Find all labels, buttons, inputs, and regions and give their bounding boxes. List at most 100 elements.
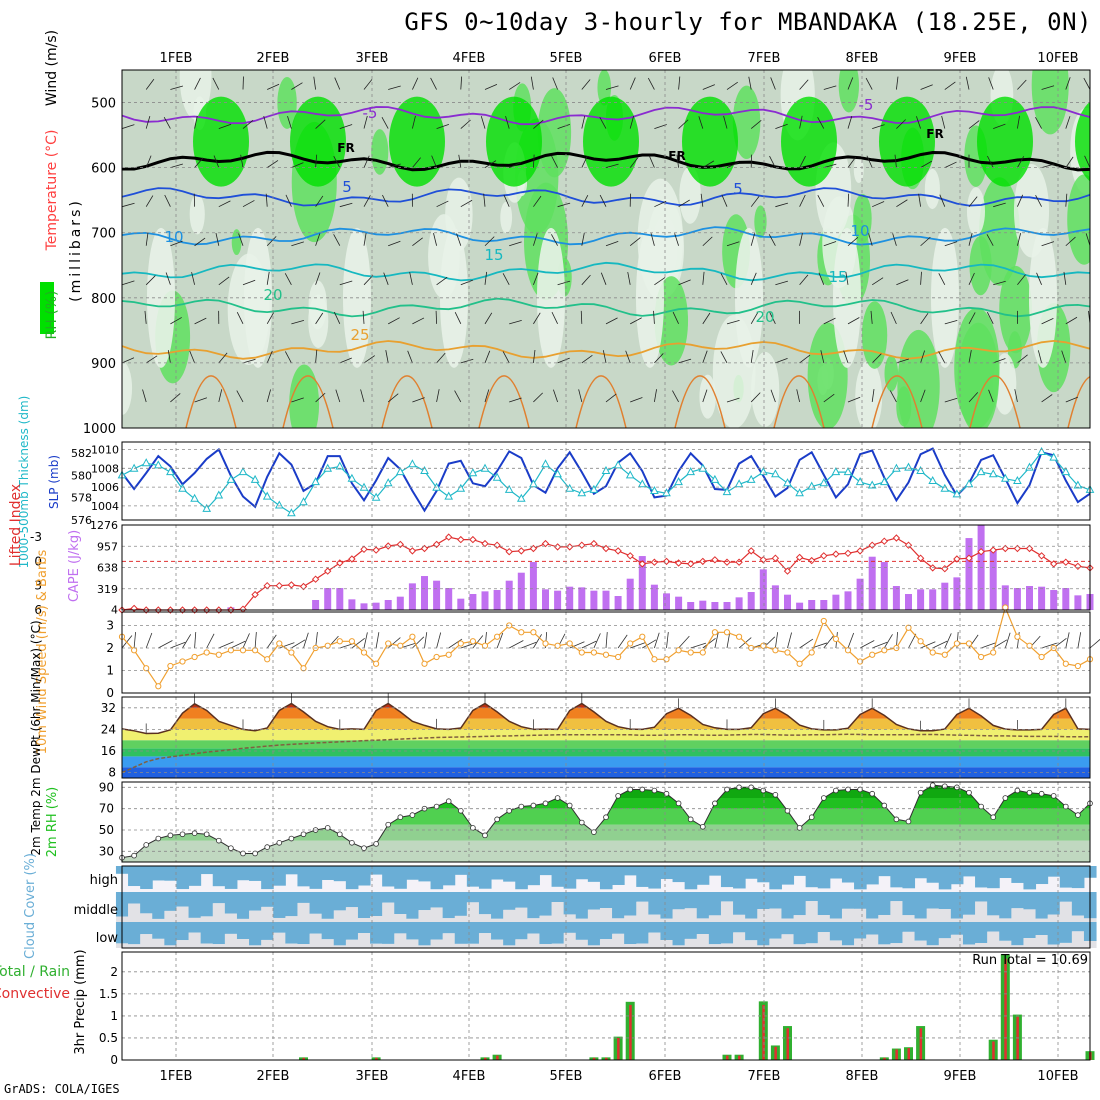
thickness-marker [1037, 446, 1046, 455]
wind10m-marker [373, 660, 380, 667]
cloud-gap [926, 945, 940, 948]
wind-barb [388, 317, 400, 325]
lifted-index-marker [928, 564, 937, 572]
cape-bar [784, 594, 791, 610]
rh-blob [679, 166, 701, 224]
isotherm-line [122, 106, 1090, 126]
wind-barb [702, 271, 705, 285]
wind10m-marker [736, 633, 743, 640]
isotherm-line [1067, 376, 1090, 428]
cloud-gap [672, 909, 686, 922]
thickness-y-tick: 580 [71, 469, 92, 482]
precip-convective-bar [883, 1057, 886, 1060]
wind-barb [551, 234, 558, 246]
wind-barb [627, 271, 631, 285]
rh-marker [397, 814, 404, 820]
cape-bar [421, 576, 428, 610]
wind-barb [629, 77, 636, 90]
rh2m-panel [121, 781, 1091, 863]
cape-bar [626, 578, 634, 610]
precip-convective-bar [605, 1057, 608, 1060]
wind-barb [845, 271, 849, 285]
lifted-index-marker [868, 541, 876, 549]
thickness-marker [819, 478, 829, 487]
wind10m-barb [1077, 632, 1082, 649]
temp-y-tick: 24 [101, 722, 116, 736]
thickness-marker [771, 469, 780, 478]
wind-barb [435, 310, 437, 324]
dewpoint-line [121, 733, 1090, 774]
cloud-cell [926, 892, 940, 909]
cloud-cell [357, 892, 371, 919]
wind-barb [315, 392, 326, 403]
rh-blob [896, 386, 912, 427]
thickness-marker [831, 467, 841, 476]
wind-barb [533, 154, 535, 168]
cloud-panel [121, 865, 1091, 949]
cape-bar [578, 587, 586, 610]
wind-barb [1089, 206, 1090, 207]
cloud-cell [926, 922, 940, 946]
rh-marker [264, 844, 271, 850]
lifted-index-marker [1062, 558, 1070, 566]
wind-barb [944, 161, 957, 168]
rh-blob [861, 301, 888, 369]
lifted-index-marker [565, 543, 574, 551]
lifted-index-marker [505, 547, 513, 556]
wind10m-marker [409, 633, 416, 640]
slp-y-tick: 1010 [91, 444, 119, 457]
wind-barb [581, 115, 586, 129]
thickness-marker [855, 477, 865, 486]
wind10m-marker [203, 649, 210, 656]
wind-barb [768, 234, 776, 246]
cloud-cell [503, 866, 516, 882]
precip-convective-bar [762, 1004, 765, 1060]
cloud-gap [938, 909, 952, 922]
cloud-cell [140, 922, 153, 935]
rh-marker [506, 807, 513, 814]
contour-label: 20 [263, 286, 282, 304]
cloud-cell [1059, 922, 1073, 943]
rh-marker [796, 825, 803, 831]
wind10m-marker [627, 640, 634, 647]
grads-credit: GrADS: COLA/IGES [4, 1082, 120, 1096]
wind-barb [1017, 194, 1024, 207]
cloud-cell [975, 922, 988, 944]
precip-convective-bar [484, 1057, 487, 1060]
wind-barb [605, 317, 618, 325]
cloud-cell [781, 866, 795, 885]
cloud-cell [696, 892, 710, 919]
lifted-index-marker [1013, 544, 1022, 553]
cloud-cell [285, 866, 298, 875]
cape-bar [699, 600, 707, 610]
cloud-cell [370, 866, 383, 875]
wind-barb [381, 116, 389, 129]
wind-barb [412, 237, 423, 247]
cape-bar [808, 600, 816, 610]
cloud-gap [297, 944, 311, 948]
wind10m-barb [714, 632, 719, 649]
cloud-cell [176, 892, 190, 907]
thickness-marker [287, 508, 296, 517]
wind-barb [315, 312, 324, 325]
cloud-cell [757, 866, 770, 883]
wind-barb [339, 202, 353, 208]
wind-barb [823, 85, 837, 90]
thickness-marker [650, 485, 659, 494]
li-y-tick: -3 [30, 530, 42, 544]
wind10m-panel [121, 611, 1091, 694]
wind10m-marker [929, 649, 936, 656]
thickness-marker [952, 489, 962, 498]
rh-moist-core [1075, 101, 1090, 182]
isotherm-line [122, 187, 1090, 207]
wind-barb [145, 116, 151, 129]
wind-barb [362, 310, 365, 324]
thickness-marker [347, 473, 357, 482]
cloud-cell [612, 892, 625, 919]
lifted-index-marker [614, 547, 622, 555]
thickness-marker [867, 480, 877, 489]
isotherm-line [478, 375, 530, 428]
isotherm-line [122, 339, 1090, 360]
cape-bar [384, 600, 392, 610]
wind-barb [142, 389, 147, 403]
